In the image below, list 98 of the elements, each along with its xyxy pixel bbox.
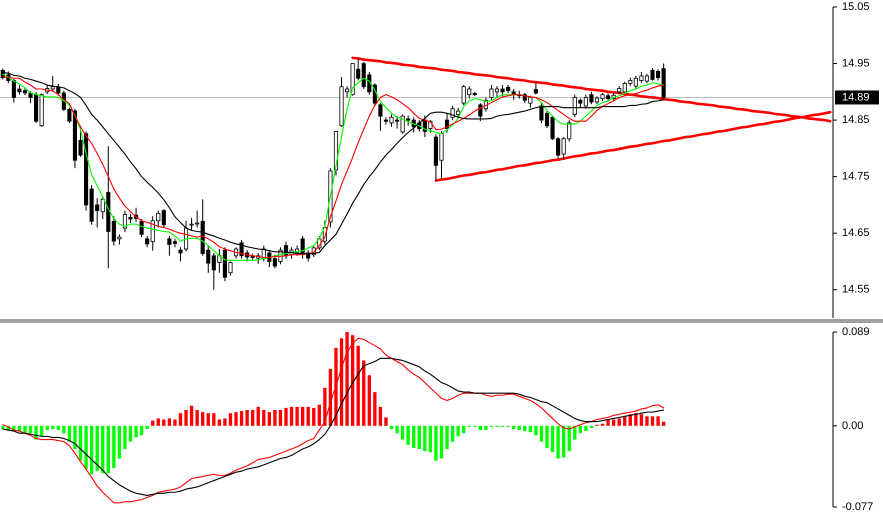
bar [212, 413, 216, 426]
bar [240, 411, 244, 426]
bar [178, 413, 182, 426]
bar [406, 426, 410, 445]
bar [195, 410, 199, 426]
bar [40, 426, 44, 436]
bar [145, 426, 149, 429]
bar [378, 406, 382, 426]
y-tick-label: 0.00 [842, 420, 864, 432]
bar [618, 418, 621, 426]
bar [534, 426, 538, 436]
bar [46, 426, 49, 430]
bar [645, 416, 649, 426]
bar [412, 426, 416, 448]
bar [418, 426, 421, 450]
candlestick [378, 102, 382, 132]
bar [151, 420, 154, 426]
bar [640, 414, 644, 426]
bar [584, 426, 588, 432]
bar [634, 413, 638, 426]
bar [273, 410, 277, 426]
bar [423, 426, 426, 452]
bar [312, 408, 316, 426]
bar [295, 406, 299, 426]
bar [612, 420, 616, 426]
bar [528, 426, 532, 432]
bar [318, 404, 321, 426]
bar [290, 406, 294, 426]
bar [101, 426, 104, 474]
bar [456, 426, 460, 436]
bar [278, 410, 282, 426]
bar [284, 408, 288, 426]
bar [251, 410, 254, 426]
bar [262, 410, 266, 426]
bar [606, 420, 610, 426]
bar [478, 426, 482, 430]
bar [51, 426, 54, 429]
bar [573, 426, 576, 440]
bar [118, 426, 122, 459]
bar [518, 426, 521, 430]
y-tick-label: 14.85 [842, 114, 870, 126]
y-tick-label: 15.05 [842, 1, 870, 13]
bar [450, 426, 454, 442]
bar [156, 418, 160, 426]
bar [184, 410, 188, 426]
bar [228, 413, 232, 426]
bar [556, 426, 560, 459]
y-tick-label: 14.75 [842, 170, 870, 183]
bar [206, 413, 210, 426]
bar [568, 426, 571, 452]
bar [112, 426, 116, 468]
bar [428, 426, 432, 452]
bar [56, 426, 60, 430]
bar [62, 426, 66, 434]
bar [140, 426, 144, 436]
bar [173, 420, 177, 426]
bar [96, 426, 99, 472]
bar [256, 406, 260, 426]
bar [656, 416, 660, 426]
y-tick-label: 14.65 [842, 227, 870, 240]
y-tick-label: 14.55 [842, 284, 870, 296]
bar [384, 417, 388, 426]
bar [245, 410, 249, 426]
bar [218, 420, 222, 426]
bar [462, 426, 466, 434]
candlestick [534, 81, 538, 96]
bar [168, 418, 172, 426]
bar [512, 426, 516, 429]
bar [373, 392, 377, 426]
bar [201, 412, 204, 426]
bar [300, 406, 304, 426]
bar [368, 375, 371, 426]
bar [362, 360, 366, 426]
bar [306, 406, 310, 426]
bar [234, 412, 238, 426]
y-tick-label: 14.95 [842, 58, 870, 70]
bar [356, 346, 360, 426]
bar [650, 416, 654, 426]
bar [268, 412, 272, 426]
candlestick [178, 246, 183, 262]
bar [1, 426, 4, 429]
line-series [2, 358, 664, 496]
bar [662, 422, 666, 426]
bar [623, 416, 626, 426]
bar [562, 426, 566, 458]
ref-line-label: 14.89 [842, 91, 870, 104]
bar [523, 426, 526, 432]
y-tick-label: -0.077 [842, 501, 874, 513]
bar [223, 418, 227, 426]
bar [162, 420, 166, 426]
bar [578, 426, 582, 434]
bar [190, 406, 194, 426]
bar [323, 388, 327, 426]
bar [628, 414, 632, 426]
y-tick-label: 0.089 [842, 326, 870, 338]
bar [400, 426, 404, 440]
bar [106, 426, 110, 474]
bar [90, 426, 94, 474]
